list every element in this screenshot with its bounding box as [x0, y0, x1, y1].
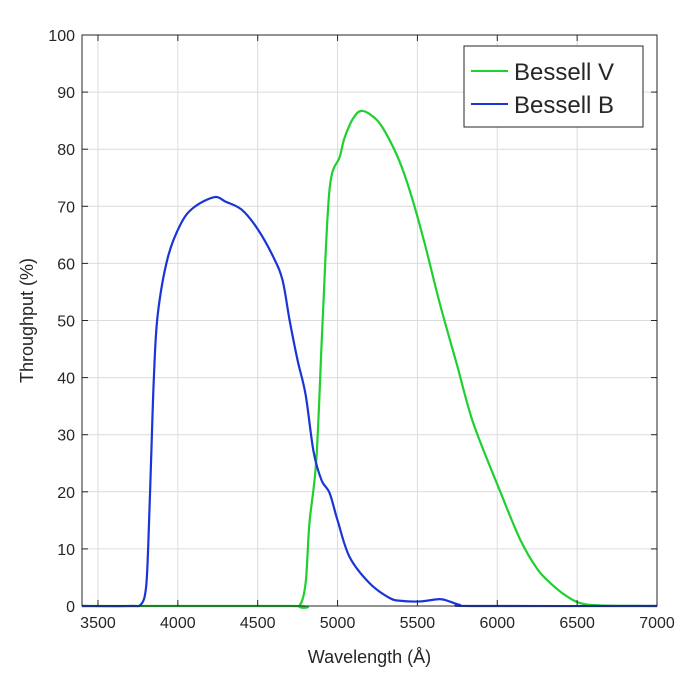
x-tick-label: 6000: [479, 615, 515, 632]
ticks: 3500 4000 4500 5000 5500 6000 6500 7000 0 10 20 30 4…: [48, 28, 675, 632]
y-tick-label: 50: [57, 314, 75, 331]
y-tick-label: 70: [57, 199, 75, 216]
y-tick-label: 40: [57, 371, 75, 388]
legend-box: [463, 45, 644, 128]
legend-label-v: Bessell V: [514, 59, 614, 86]
y-tick-label: 80: [57, 142, 75, 159]
y-tick-label: 100: [48, 28, 75, 45]
x-axis-label: Wavelength (Å): [308, 647, 431, 667]
x-tick-label: 5500: [400, 615, 436, 632]
y-tick-label: 10: [57, 542, 75, 559]
x-tick-label: 4000: [160, 615, 196, 632]
series-line-bessell-b: [81, 195, 658, 608]
x-tick-label: 5000: [320, 615, 356, 632]
x-tick-label: 6500: [559, 615, 595, 632]
series-lines: [81, 109, 658, 609]
y-tick-label: 0: [66, 599, 75, 616]
y-tick-label: 90: [57, 85, 75, 102]
y-tick-label: 20: [57, 485, 75, 502]
legend-label-b: Bessell B: [514, 92, 614, 119]
legend: Bessell V Bessell B: [463, 45, 644, 128]
y-tick-label: 30: [57, 428, 75, 445]
x-tick-label: 7000: [639, 615, 675, 632]
x-tick-label: 3500: [80, 615, 116, 632]
x-tick-label: 4500: [240, 615, 276, 632]
y-axis-label: Throughput (%): [17, 258, 37, 383]
y-tick-label: 60: [57, 256, 75, 273]
series-line-bessell-v: [82, 109, 658, 609]
